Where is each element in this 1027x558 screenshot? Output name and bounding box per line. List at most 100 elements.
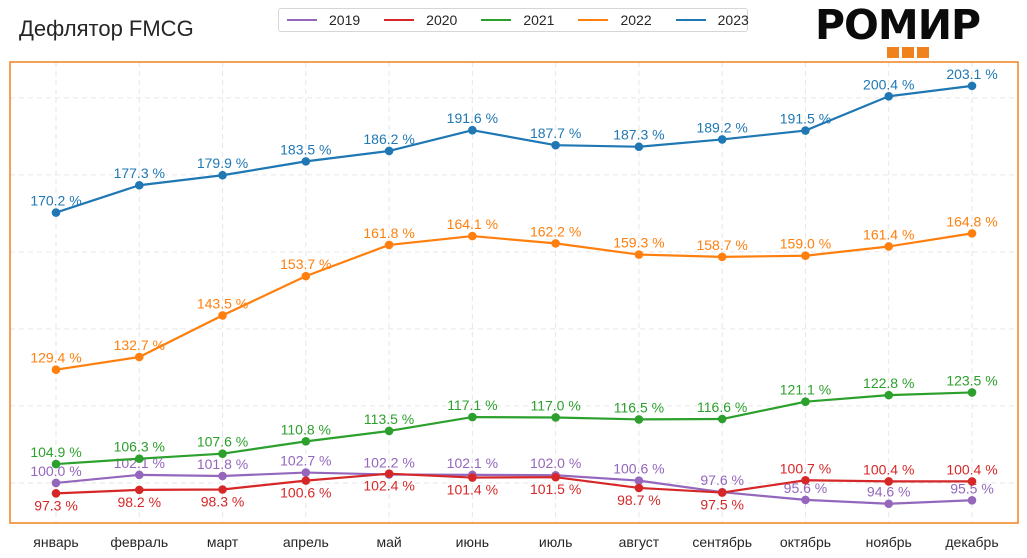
data-label-2023: 179.9 % [197,155,248,171]
legend-swatch [287,19,317,21]
data-point-2020 [134,485,144,495]
data-label-2022: 143.5 % [197,295,248,311]
data-label-2019: 102.0 % [530,455,581,471]
data-label-2020: 101.5 % [530,481,581,497]
data-label-2023: 187.3 % [613,127,664,143]
data-label-2020: 101.4 % [447,482,498,498]
data-label-2023: 189.2 % [696,119,747,135]
legend-label: 2022 [620,12,652,28]
data-label-2023: 191.6 % [447,110,498,126]
legend-swatch [675,19,706,21]
legend: 2019 2020 2021 2022 2023 [278,8,749,32]
data-label-2019: 102.2 % [363,454,414,470]
data-point-2023 [884,91,894,101]
legend-label: 2023 [717,12,749,28]
data-point-2020 [51,489,61,498]
data-label-2021: 117.1 % [447,397,497,413]
logo-dot [887,47,899,58]
logo-dot [917,47,929,58]
data-label-2021: 106.3 % [114,439,165,455]
logo-text: РОМИР [815,1,981,49]
data-label-2020: 97.5 % [700,497,744,513]
x-tick-label: май [376,534,401,550]
x-tick-label: декабрь [945,534,998,550]
data-point-2021 [301,437,311,446]
data-point-2020 [384,469,394,479]
data-point-2023 [468,125,477,135]
data-label-2022: 159.0 % [780,236,831,252]
x-tick-label: март [207,534,239,550]
chart-title: Дефлятор FMCG [19,16,194,41]
data-point-2022 [301,271,311,281]
x-tick-label: февраль [110,534,168,550]
data-point-2022 [551,239,560,248]
data-label-2022: 161.4 % [863,226,914,242]
data-point-2021 [801,397,810,406]
data-label-2021: 122.8 % [863,375,914,391]
data-point-2023 [134,180,144,190]
data-point-2023 [801,126,810,135]
data-label-2021: 116.5 % [614,399,664,415]
x-tick-label: октябрь [780,534,831,550]
data-label-2020: 100.6 % [280,485,331,501]
data-point-2020 [301,476,311,485]
x-tick-label: сентябрь [692,534,752,550]
data-point-2020 [801,475,810,485]
series-line-2021 [55,391,973,466]
romir-logo: РОМИР [815,2,1005,62]
x-tick-label: ноябрь [866,534,912,550]
data-label-2019: 100.6 % [613,461,664,477]
data-label-2021: 117.0 % [530,397,580,413]
data-point-2019 [51,478,61,488]
data-point-2023 [51,208,61,217]
data-label-2020: 98.3 % [201,493,245,509]
data-label-2023: 177.3 % [114,165,165,181]
data-label-2022: 132.7 % [114,337,165,353]
x-tick-label: июнь [456,534,489,550]
data-label-2022: 162.2 % [530,223,581,239]
data-point-2021 [134,454,144,463]
data-label-2022: 159.3 % [613,235,664,251]
legend-item-2021: 2021 [481,12,554,28]
data-point-2019 [218,471,227,481]
data-label-2022: 158.7 % [696,237,747,253]
legend-item-2019: 2019 [287,12,360,28]
data-label-2023: 191.5 % [780,111,831,127]
legend-item-2020: 2020 [384,12,457,28]
data-label-2022: 129.4 % [30,350,81,366]
data-label-2019: 95.5 % [950,480,994,496]
data-label-2019: 102.7 % [280,453,331,469]
legend-label: 2019 [329,12,361,28]
data-label-2020: 100.4 % [946,461,997,477]
series-line-2023 [55,84,973,214]
data-point-2020 [634,483,644,493]
legend-swatch [384,19,415,21]
data-label-2019: 101.8 % [197,456,248,472]
logo-dots-icon [887,47,932,58]
data-label-2021: 121.1 % [780,382,831,398]
data-point-2021 [551,413,560,422]
data-label-2023: 187.7 % [530,125,581,141]
data-point-2021 [634,415,644,424]
data-label-2019: 95.6 % [784,480,828,496]
data-label-2021: 110.8 % [281,421,331,437]
data-point-2022 [801,251,810,261]
legend-item-2022: 2022 [578,12,652,28]
data-point-2020 [967,477,977,486]
data-point-2019 [634,476,644,485]
data-point-2022 [384,240,394,250]
data-point-2022 [967,229,977,238]
data-label-2019: 94.6 % [867,484,911,500]
data-label-2020: 97.3 % [34,497,78,513]
data-point-2022 [634,250,644,259]
data-point-2023 [301,157,311,166]
data-label-2021: 116.6 % [697,399,747,415]
legend-label: 2021 [523,12,555,28]
data-label-2023: 200.4 % [863,76,914,92]
data-point-2019 [134,470,144,480]
data-point-2022 [134,352,144,362]
logo-dot [902,47,914,58]
data-label-2021: 107.6 % [197,434,248,450]
data-label-2020: 100.4 % [863,461,914,477]
data-point-2020 [468,473,477,482]
